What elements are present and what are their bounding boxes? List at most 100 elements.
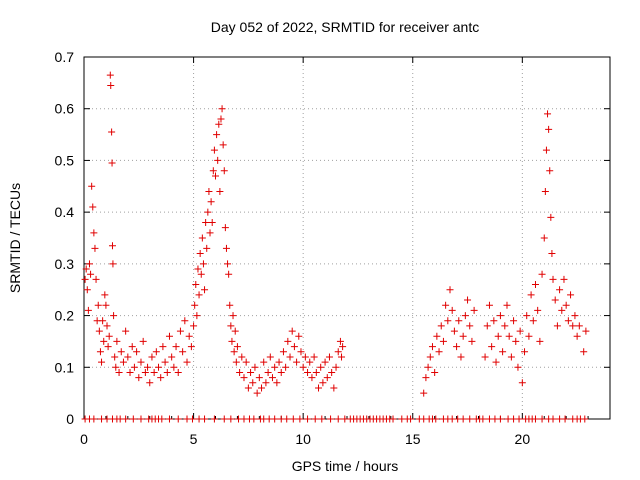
data-point [240, 374, 248, 382]
data-point [242, 358, 250, 366]
data-point [580, 348, 588, 356]
data-point [304, 368, 312, 376]
data-point [546, 167, 554, 175]
data-point [457, 353, 465, 361]
data-point [102, 301, 110, 309]
data-point [558, 306, 566, 314]
data-point [144, 363, 152, 371]
data-point [220, 167, 228, 175]
x-tick-label: 0 [80, 431, 88, 447]
data-point [105, 332, 113, 340]
data-point [485, 301, 493, 309]
data-point [133, 348, 141, 356]
data-point [426, 353, 434, 361]
data-point [244, 384, 252, 392]
grid [84, 57, 610, 419]
data-point [424, 363, 432, 371]
data-point [227, 322, 235, 330]
data-point [221, 224, 229, 232]
data-point [556, 286, 564, 294]
data-point [321, 358, 329, 366]
data-point [549, 275, 557, 283]
data-point [428, 343, 436, 351]
data-point [110, 312, 118, 320]
data-point [271, 363, 279, 371]
data-point [157, 374, 165, 382]
data-point [573, 332, 581, 340]
data-point [339, 343, 347, 351]
data-point [304, 415, 312, 423]
data-point [119, 358, 127, 366]
data-point [170, 363, 178, 371]
data-point [311, 415, 319, 423]
data-point [312, 368, 320, 376]
data-point [286, 353, 294, 361]
data-point [503, 301, 511, 309]
x-tick-label: 15 [405, 431, 421, 447]
data-point [101, 291, 109, 299]
data-point [126, 368, 134, 376]
data-points [81, 71, 590, 423]
data-point [301, 353, 309, 361]
data-point [150, 368, 158, 376]
data-point [464, 296, 472, 304]
data-point [468, 337, 476, 345]
data-point [87, 270, 95, 278]
data-point [496, 415, 504, 423]
data-point [262, 379, 270, 387]
data-point [582, 327, 590, 335]
data-point [209, 167, 217, 175]
data-point [323, 374, 331, 382]
data-point [205, 187, 213, 195]
data-point [461, 312, 469, 320]
data-point [137, 415, 145, 423]
data-point [488, 343, 496, 351]
data-point [481, 353, 489, 361]
data-point [213, 131, 221, 139]
data-point [137, 358, 145, 366]
data-point [227, 415, 235, 423]
data-point [179, 348, 187, 356]
data-point [85, 260, 93, 268]
data-point [81, 275, 89, 283]
data-point [174, 415, 182, 423]
data-point [450, 327, 458, 335]
data-point [99, 317, 107, 325]
data-point [501, 322, 509, 330]
data-point [297, 348, 305, 356]
data-point [266, 353, 274, 361]
data-point [564, 317, 572, 325]
data-point [236, 368, 244, 376]
data-point [514, 363, 522, 371]
data-point [195, 291, 203, 299]
data-point [315, 384, 323, 392]
data-point [199, 260, 207, 268]
data-point [439, 337, 447, 345]
data-point [268, 374, 276, 382]
data-point [188, 415, 196, 423]
data-point [330, 384, 338, 392]
data-point [108, 159, 116, 167]
data-point [228, 337, 236, 345]
data-point [112, 363, 120, 371]
data-point [433, 332, 441, 340]
data-point [525, 332, 533, 340]
data-point [545, 125, 553, 133]
data-point [521, 348, 529, 356]
data-point [253, 389, 261, 397]
data-point [529, 317, 537, 325]
data-point [122, 415, 130, 423]
data-point [332, 363, 340, 371]
data-point [219, 141, 227, 149]
data-point [203, 244, 211, 252]
data-point [544, 110, 552, 118]
data-point [159, 343, 167, 351]
data-point [197, 270, 205, 278]
data-point [165, 332, 173, 340]
data-point [295, 332, 303, 340]
data-point [92, 275, 100, 283]
data-point [109, 260, 117, 268]
data-point [483, 322, 491, 330]
x-tick-label: 20 [515, 431, 531, 447]
data-point [146, 379, 154, 387]
